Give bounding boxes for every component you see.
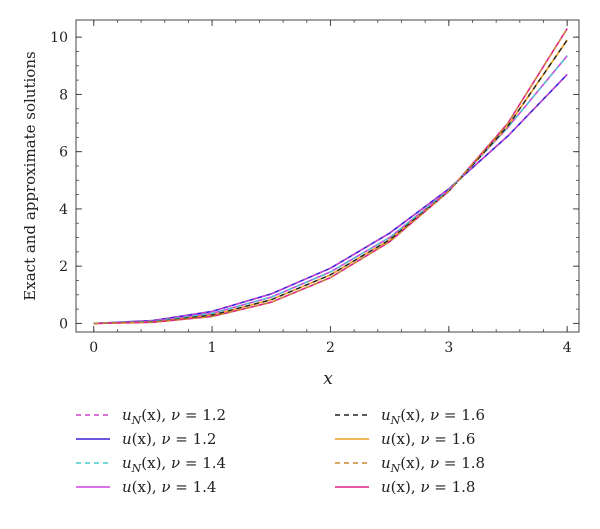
series-line bbox=[93, 73, 568, 325]
series-line bbox=[93, 28, 568, 325]
legend-label: u(x), ν = 1.4 bbox=[122, 478, 216, 496]
legend-label: uN(x), ν = 1.6 bbox=[381, 406, 485, 427]
legend-label: uN(x), ν = 1.4 bbox=[122, 454, 226, 475]
legend-label: u(x), ν = 1.6 bbox=[381, 430, 475, 448]
y-tick-label: 2 bbox=[59, 259, 68, 275]
series-line bbox=[93, 28, 568, 325]
x-axis-title: x bbox=[323, 369, 333, 389]
legend-label: uN(x), ν = 1.8 bbox=[381, 454, 485, 475]
series-layer bbox=[93, 28, 568, 325]
legend: uN(x), ν = 1.2 u(x), ν = 1.2 uN(x), ν = 1.… bbox=[76, 406, 485, 496]
y-tick-label: 6 bbox=[59, 145, 68, 161]
series-line bbox=[93, 73, 568, 325]
y-tick-label: 0 bbox=[59, 316, 68, 332]
y-tick-label: 4 bbox=[59, 202, 68, 218]
legend-label: u(x), ν = 1.8 bbox=[381, 478, 475, 496]
series-line bbox=[93, 55, 568, 325]
x-tick-label: 2 bbox=[326, 340, 335, 356]
series-line bbox=[93, 39, 568, 325]
series-line bbox=[93, 55, 568, 325]
x-tick-label: 3 bbox=[444, 340, 453, 356]
y-tick-label: 8 bbox=[59, 87, 68, 103]
legend-label: uN(x), ν = 1.2 bbox=[122, 406, 226, 427]
axis-ticks: 0 1 2 3 4 0 2 4 6 8 10 bbox=[50, 20, 579, 356]
y-axis-title: Exact and approximate solutions bbox=[21, 51, 39, 300]
y-tick-label: 10 bbox=[50, 30, 68, 46]
x-tick-label: 4 bbox=[563, 340, 572, 356]
x-tick-label: 0 bbox=[89, 340, 98, 356]
plot-frame bbox=[75, 19, 580, 333]
x-tick-label: 1 bbox=[208, 340, 217, 356]
legend-label: u(x), ν = 1.2 bbox=[122, 430, 216, 448]
series-line bbox=[93, 39, 568, 325]
